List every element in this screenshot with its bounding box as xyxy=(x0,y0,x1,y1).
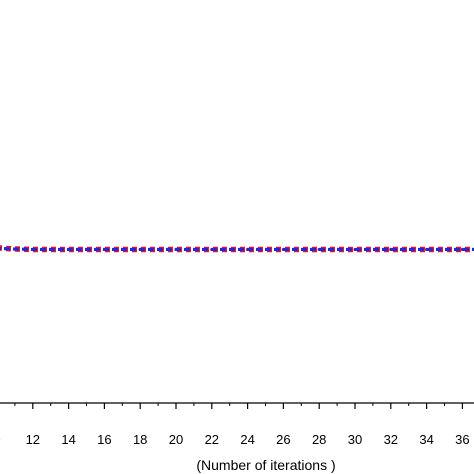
x-tick-label: 20 xyxy=(169,432,183,447)
series-2-point xyxy=(282,248,285,251)
series-2-point xyxy=(353,248,357,251)
series-2-point xyxy=(461,248,464,251)
x-tick-label: 24 xyxy=(240,432,254,447)
x-tick-label: 12 xyxy=(26,432,40,447)
series-line-2 xyxy=(0,246,474,252)
x-tick-label: 32 xyxy=(384,432,398,447)
x-tick-label: 0 xyxy=(0,432,1,447)
x-axis: 0 12 14 16 18 20 22 24 26 28 30 32 34 36 xyxy=(0,402,474,447)
x-tick-label: 36 xyxy=(455,432,469,447)
x-tick-label: 22 xyxy=(205,432,219,447)
series-group xyxy=(0,245,474,253)
x-tick-label: 14 xyxy=(61,432,75,447)
series-2-point xyxy=(139,248,142,251)
series-2-point xyxy=(67,248,70,251)
x-tick-label: 26 xyxy=(276,432,290,447)
series-2-point xyxy=(318,248,321,251)
x-tick-label: 16 xyxy=(97,432,111,447)
series-2-point xyxy=(425,248,428,251)
x-tick-label: 34 xyxy=(419,432,433,447)
x-axis-title: (Number of iterations ) xyxy=(196,457,335,473)
x-tick-label: 28 xyxy=(312,432,326,447)
series-2-point xyxy=(31,248,34,251)
series-2-point xyxy=(13,247,17,251)
series-2-point xyxy=(103,248,106,251)
series-2-point xyxy=(389,248,392,251)
series-2-point xyxy=(246,248,249,251)
series-2-point xyxy=(174,248,178,251)
series-2-point xyxy=(210,248,213,251)
x-tick-label: 18 xyxy=(133,432,147,447)
x-tick-label: 30 xyxy=(348,432,362,447)
